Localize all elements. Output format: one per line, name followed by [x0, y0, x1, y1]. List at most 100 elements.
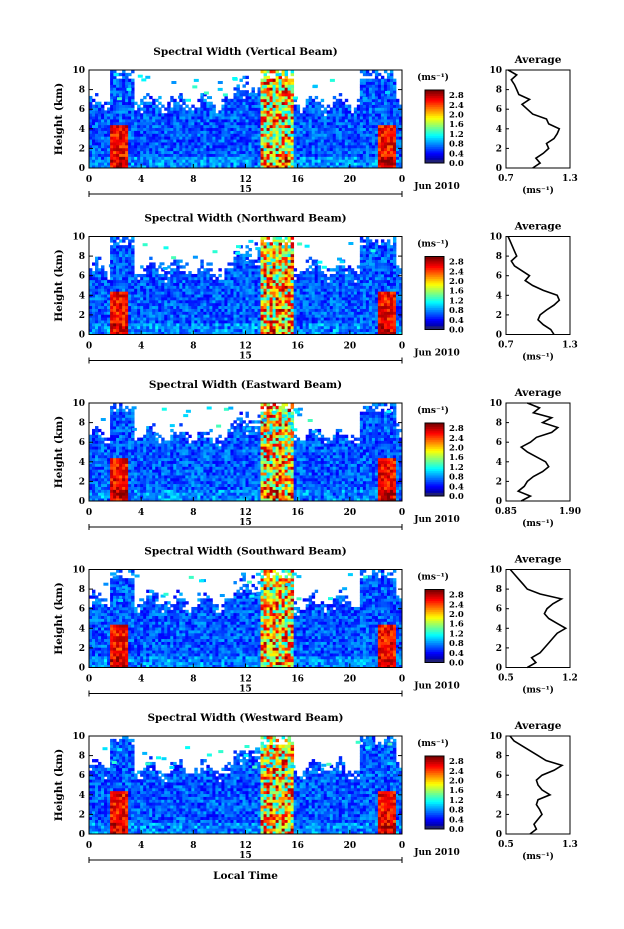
heatmap-cell [285, 133, 288, 136]
heatmap-cell [333, 119, 336, 122]
heatmap-cell [212, 294, 215, 297]
heatmap-cell [125, 110, 128, 113]
heatmap-cell [249, 297, 252, 300]
heatmap-cell [294, 320, 297, 323]
heatmap-cell [98, 125, 101, 128]
heatmap-cell [270, 323, 273, 326]
heatmap-cell [345, 125, 348, 128]
heatmap-cell [146, 314, 149, 317]
heatmap-cell [306, 268, 309, 271]
heatmap-cell [170, 306, 173, 309]
heatmap-cell [315, 136, 318, 139]
heatmap-cell [279, 128, 282, 131]
heatmap-cell [221, 99, 224, 102]
heatmap-cell [92, 291, 95, 294]
heatmap-cell [396, 133, 399, 136]
heatmap-cell [95, 306, 98, 309]
heatmap-cell [236, 116, 239, 119]
heatmap-cell [122, 79, 125, 82]
heatmap-cell [185, 291, 188, 294]
heatmap-cell [318, 142, 321, 145]
heatmap-cell [366, 159, 369, 162]
heatmap-cell [288, 128, 291, 131]
heatmap-cell [98, 113, 101, 116]
heatmap-cell [125, 145, 128, 148]
heatmap-cell [264, 113, 267, 116]
heatmap-cell [393, 151, 396, 154]
panel-title-1: Spectral Width (Northward Beam) [144, 213, 346, 225]
heatmap-cell [315, 286, 318, 289]
heatmap-cell [143, 280, 146, 283]
heatmap-cell [309, 320, 312, 323]
heatmap-cell [92, 288, 95, 291]
heatmap-cell [246, 257, 249, 260]
heatmap-cell [375, 102, 378, 105]
heatmap-cell [297, 142, 300, 145]
heatmap-cell [89, 105, 92, 108]
heatmap-cell [279, 107, 282, 110]
heatmap-cell [321, 277, 324, 280]
heatmap-cell [258, 122, 261, 125]
heatmap-cell [270, 274, 273, 277]
heatmap-cell [173, 268, 176, 271]
heatmap-cell [185, 317, 188, 320]
heatmap-cell [363, 122, 366, 125]
heatmap-cell [128, 265, 131, 268]
heatmap-cell [203, 159, 206, 162]
heatmap-cell [276, 154, 279, 157]
heatmap-cell [131, 119, 134, 122]
heatmap-cell [119, 73, 122, 76]
heatmap-cell [230, 136, 233, 139]
heatmap-cell [119, 303, 122, 306]
heatmap-cell [324, 148, 327, 151]
heatmap-cell [119, 84, 122, 87]
heatmap-cell [95, 288, 98, 291]
heatmap-cell [206, 116, 209, 119]
heatmap-cell [315, 271, 318, 274]
heatmap-cell [309, 142, 312, 145]
heatmap-cell [366, 142, 369, 145]
heatmap-cell [390, 93, 393, 96]
heatmap-cell [104, 102, 107, 105]
heatmap-cell [324, 329, 327, 332]
heatmap-cell [221, 317, 224, 320]
heatmap-cell [348, 159, 351, 162]
heatmap-cell [312, 105, 315, 108]
heatmap-cell [143, 320, 146, 323]
heatmap-cell [342, 110, 345, 113]
heatmap-cell [273, 131, 276, 134]
heatmap-cell [273, 286, 276, 289]
heatmap-cell [255, 323, 258, 326]
heatmap-cell [342, 113, 345, 116]
heatmap-cell [315, 145, 318, 148]
heatmap-cell [155, 311, 158, 314]
heatmap-cell [239, 320, 242, 323]
heatmap-cell [140, 323, 143, 326]
heatmap-cell [381, 107, 384, 110]
heatmap-cell [230, 99, 233, 102]
heatmap-cell [372, 119, 375, 122]
heatmap-cell [179, 286, 182, 289]
heatmap-cell [294, 288, 297, 291]
heatmap-cell [197, 122, 200, 125]
heatmap-cell [167, 156, 170, 159]
heatmap-cell [324, 320, 327, 323]
heatmap-cell [282, 326, 285, 329]
heatmap-cell [137, 133, 140, 136]
heatmap-cell [122, 145, 125, 148]
heatmap-cell [152, 110, 155, 113]
heatmap-cell [276, 300, 279, 303]
heatmap-cell [378, 159, 381, 162]
heatmap-cell [164, 107, 167, 110]
heatmap-cell [255, 116, 258, 119]
heatmap-cell [282, 283, 285, 286]
heatmap-cell [336, 102, 339, 105]
heatmap-cell [315, 133, 318, 136]
heatmap-cell [107, 122, 110, 125]
heatmap-cell [324, 288, 327, 291]
heatmap-cell [116, 262, 119, 265]
heatmap-cell [161, 136, 164, 139]
heatmap-cell [255, 131, 258, 134]
heatmap-cell [125, 262, 128, 265]
heatmap-cell [285, 280, 288, 283]
